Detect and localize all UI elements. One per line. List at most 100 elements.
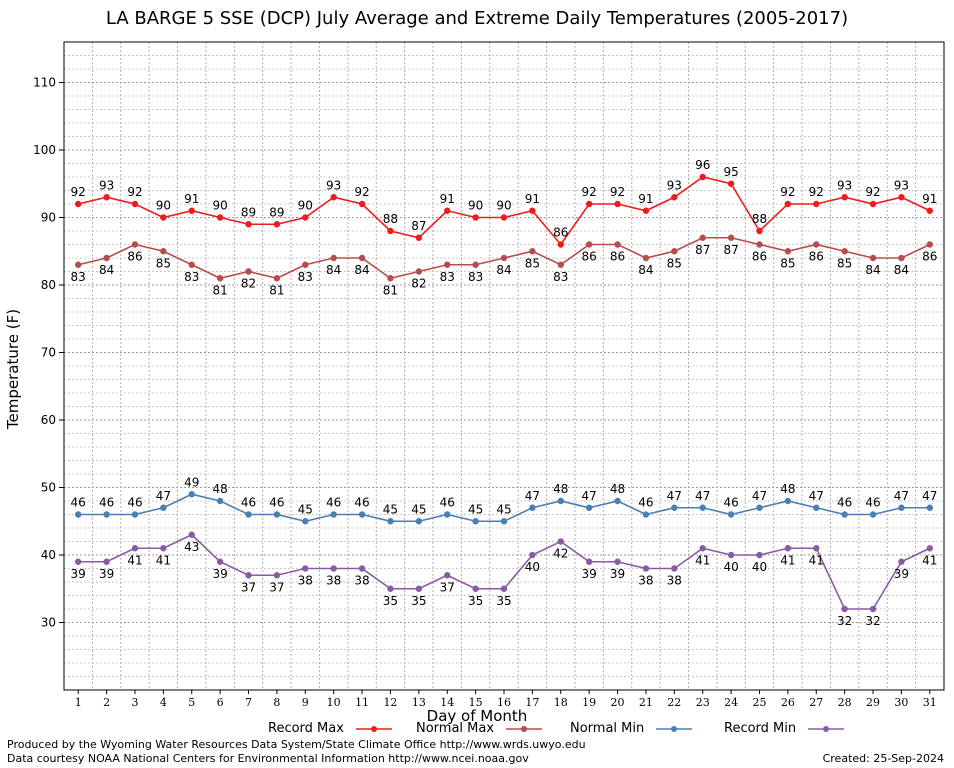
data-point [784, 248, 792, 255]
data-label: 93 [667, 178, 682, 192]
data-label: 83 [71, 270, 86, 284]
data-point [273, 572, 281, 579]
data-label: 48 [610, 482, 625, 496]
data-point [103, 254, 110, 262]
data-label: 84 [638, 263, 653, 277]
y-tick-label: 40 [41, 548, 56, 562]
x-tick-label: 8 [273, 696, 280, 709]
data-point [784, 497, 792, 505]
data-point [756, 551, 763, 559]
data-point [841, 248, 848, 255]
legend-label: Normal Min [570, 721, 645, 736]
data-point [74, 261, 82, 268]
data-point [188, 207, 195, 214]
grid [64, 42, 944, 690]
y-tick-label: 110 [33, 76, 56, 90]
data-label: 84 [865, 263, 880, 277]
data-label: 89 [269, 205, 284, 219]
data-point [671, 248, 678, 255]
data-label: 39 [894, 567, 909, 581]
data-label: 83 [468, 270, 483, 284]
data-point [160, 214, 167, 221]
data-point [500, 585, 508, 592]
data-point [585, 504, 593, 511]
data-point [727, 180, 735, 187]
data-label: 88 [752, 212, 767, 226]
y-tick-label: 90 [41, 211, 56, 225]
data-point [415, 585, 423, 592]
data-label: 90 [212, 199, 227, 213]
data-point [529, 551, 536, 559]
data-point [727, 551, 735, 559]
data-label: 32 [837, 614, 852, 628]
data-label: 38 [326, 574, 341, 588]
data-point [330, 194, 337, 201]
data-point [756, 241, 763, 248]
y-tick-label: 50 [41, 481, 56, 495]
series-record-min: 39 39 41 41 43 39 37 37 38 38 38 35 35 37 35 35 40 42 39 39… [71, 531, 937, 628]
x-tick-label: 24 [724, 696, 738, 709]
x-tick-label: 15 [469, 696, 483, 709]
x-axis-label: Day of Month [426, 707, 528, 725]
x-tick-label: 3 [131, 696, 138, 709]
data-point [330, 254, 337, 262]
data-label: 38 [354, 574, 369, 588]
y-tick-label: 30 [41, 616, 56, 630]
y-tick-label: 100 [33, 143, 56, 157]
data-point [585, 241, 593, 248]
data-point [387, 227, 394, 235]
data-label: 47 [582, 489, 597, 503]
data-label: 40 [752, 560, 767, 574]
data-label: 41 [695, 553, 710, 567]
data-point [387, 518, 394, 525]
data-point [671, 504, 678, 511]
data-point [358, 254, 366, 262]
legend-label: Record Min [724, 721, 797, 736]
data-point [898, 558, 905, 565]
legend-normal-min: Normal Min [570, 721, 693, 736]
data-point [500, 518, 508, 525]
data-point [869, 254, 877, 262]
data-point [472, 261, 479, 268]
data-label: 46 [99, 496, 114, 510]
data-point [472, 214, 479, 221]
data-point [784, 545, 792, 552]
data-label: 84 [894, 263, 909, 277]
x-tick-label: 31 [923, 696, 937, 709]
data-point [131, 200, 139, 208]
data-label: 35 [383, 594, 398, 608]
x-tick-label: 20 [611, 696, 625, 709]
data-point [557, 497, 564, 505]
data-point [245, 511, 252, 518]
data-label: 41 [127, 553, 142, 567]
data-point [103, 558, 110, 565]
data-point [330, 565, 337, 572]
data-point [898, 194, 905, 201]
data-point [500, 214, 508, 221]
data-label: 86 [752, 250, 767, 264]
data-label: 35 [468, 594, 483, 608]
y-tick-label: 80 [41, 278, 56, 292]
data-label: 35 [496, 594, 511, 608]
data-label: 39 [610, 567, 625, 581]
x-tick-label: 1 [75, 696, 82, 709]
data-point [841, 605, 848, 613]
data-label: 47 [156, 489, 171, 503]
data-point [500, 254, 508, 262]
data-label: 45 [411, 502, 426, 516]
data-label: 85 [780, 256, 795, 270]
x-tick-label: 29 [866, 696, 880, 709]
data-point [216, 275, 224, 282]
data-label: 47 [667, 489, 682, 503]
legend-record-max: Record Max [268, 721, 393, 736]
data-label: 41 [156, 553, 171, 567]
x-tick-label: 27 [809, 696, 823, 709]
data-point [302, 261, 309, 268]
data-label: 85 [525, 256, 540, 270]
data-point [614, 497, 621, 505]
x-tick-label: 23 [696, 696, 710, 709]
legend-label: Normal Max [416, 721, 495, 736]
data-point [926, 207, 934, 214]
data-label: 46 [440, 496, 455, 510]
